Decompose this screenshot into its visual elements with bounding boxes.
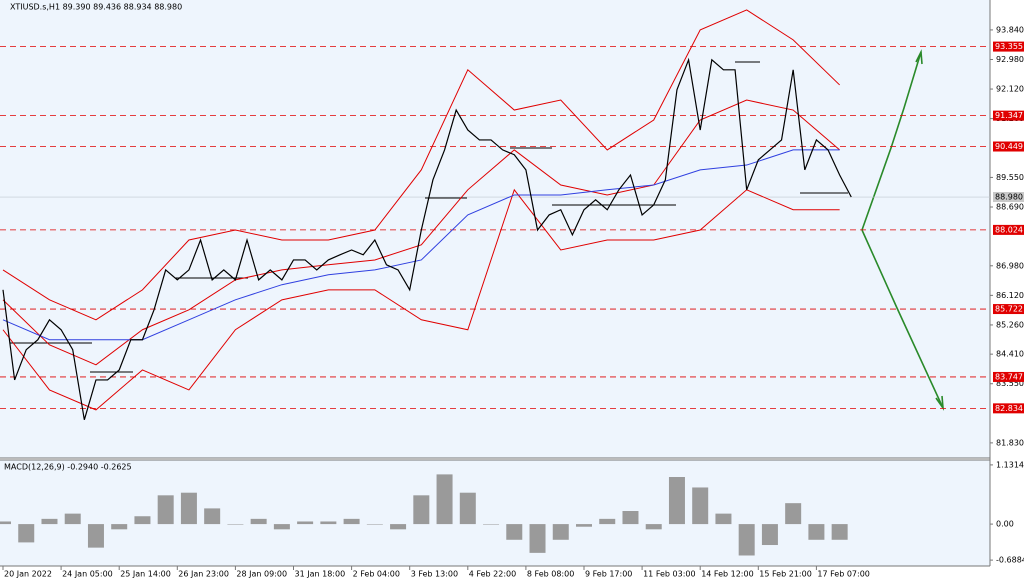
level-label: 91.347 bbox=[995, 111, 1023, 120]
macd-bar bbox=[390, 524, 407, 530]
x-tick-label: 24 Jan 05:00 bbox=[62, 570, 113, 579]
level-label-box bbox=[993, 224, 1024, 235]
macd-bar bbox=[459, 492, 476, 525]
level-label-box bbox=[993, 141, 1024, 152]
macd-bar bbox=[180, 492, 197, 525]
arrowhead bbox=[915, 49, 923, 65]
macd-bar bbox=[87, 524, 104, 548]
macd-bar bbox=[645, 524, 662, 530]
x-tick-label: 25 Jan 14:00 bbox=[120, 570, 171, 579]
y-tick-label: 86.980 bbox=[996, 261, 1024, 270]
x-tick-label: 8 Feb 08:00 bbox=[527, 570, 574, 579]
macd-bar bbox=[808, 524, 825, 540]
macd-bar bbox=[366, 524, 383, 525]
y-tick-label: 92.120 bbox=[996, 85, 1024, 94]
y-tick-label: 81.830 bbox=[996, 438, 1024, 447]
x-tick-label: 2 Feb 04:00 bbox=[353, 570, 400, 579]
macd-bar bbox=[413, 495, 430, 525]
macd-bar bbox=[483, 524, 500, 525]
macd-bar bbox=[250, 518, 267, 525]
macd-bar bbox=[506, 524, 523, 540]
macd-bar bbox=[831, 524, 848, 540]
y-tick-label: 89.550 bbox=[996, 173, 1024, 182]
macd-bar bbox=[785, 503, 802, 525]
macd-bar bbox=[552, 524, 569, 540]
macd-bar bbox=[668, 477, 685, 525]
macd-bar bbox=[297, 521, 314, 525]
macd-bar bbox=[18, 524, 35, 543]
level-label-box bbox=[993, 304, 1024, 315]
forecast-arrows bbox=[861, 49, 945, 411]
level-label: 85.722 bbox=[995, 305, 1023, 314]
x-tick-label: 28 Jan 09:00 bbox=[236, 570, 287, 579]
y-tick-label: 84.410 bbox=[996, 350, 1024, 359]
macd-bar bbox=[436, 474, 453, 525]
level-label-box bbox=[993, 371, 1024, 382]
x-tick-label: 15 Feb 21:00 bbox=[759, 570, 811, 579]
macd-tick-label: -0.6884 bbox=[996, 556, 1024, 565]
level-label-box bbox=[993, 110, 1024, 121]
level-label-box bbox=[993, 403, 1024, 414]
y-tick-label: 85.260 bbox=[996, 320, 1024, 329]
indicator-line bbox=[2, 188, 840, 411]
macd-bar bbox=[0, 521, 11, 525]
macd-title: MACD(12,26,9) -0.2940 -0.2625 bbox=[4, 463, 132, 472]
macd-bar bbox=[738, 524, 755, 556]
trend-segments bbox=[10, 61, 848, 373]
price-line bbox=[2, 57, 852, 421]
x-tick-label: 4 Feb 22:00 bbox=[469, 570, 516, 579]
macd-bar bbox=[576, 524, 592, 527]
x-tick-label: 31 Jan 18:00 bbox=[295, 570, 346, 579]
macd-bar bbox=[41, 518, 58, 525]
level-label: 83.747 bbox=[995, 372, 1023, 381]
macd-bar bbox=[273, 524, 290, 530]
level-label: 93.355 bbox=[995, 42, 1023, 51]
macd-bar bbox=[761, 524, 778, 546]
x-tick-label: 17 Feb 07:00 bbox=[817, 570, 869, 579]
arrow-down bbox=[861, 229, 944, 409]
x-tick-label: 14 Feb 12:00 bbox=[701, 570, 753, 579]
chart-title: XTIUSD.s,H1 89.390 89.436 88.934 88.980 bbox=[10, 3, 182, 12]
macd-bar bbox=[134, 516, 151, 525]
indicator-line bbox=[2, 9, 840, 321]
macd-bar bbox=[692, 487, 709, 525]
macd-bar bbox=[320, 521, 337, 525]
x-tick-label: 9 Feb 17:00 bbox=[585, 570, 632, 579]
level-label-box bbox=[993, 41, 1024, 52]
macd-bar bbox=[622, 511, 639, 525]
x-tick-label: 11 Feb 03:00 bbox=[643, 570, 695, 579]
macd-bar bbox=[529, 524, 546, 553]
macd-bar bbox=[715, 513, 732, 525]
indicator-line bbox=[2, 99, 840, 366]
x-tick-label: 3 Feb 13:00 bbox=[411, 570, 458, 579]
y-tick-label: 92.980 bbox=[996, 55, 1024, 64]
y-tick-label: 93.840 bbox=[996, 25, 1024, 34]
y-tick-label: 86.120 bbox=[996, 291, 1024, 300]
macd-bar bbox=[111, 524, 128, 530]
macd-bar bbox=[599, 518, 616, 525]
current-price-label: 88.980 bbox=[995, 193, 1023, 202]
current-price-box bbox=[993, 192, 1024, 203]
y-tick-label: 88.690 bbox=[996, 202, 1024, 211]
macd-bar bbox=[343, 518, 360, 525]
level-label: 88.024 bbox=[995, 225, 1023, 234]
arrow-up bbox=[861, 51, 922, 231]
level-label: 82.834 bbox=[995, 404, 1023, 413]
x-tick-label: 20 Jan 2022 bbox=[4, 570, 52, 579]
x-tick-label: 26 Jan 23:00 bbox=[178, 570, 229, 579]
macd-bar bbox=[157, 495, 174, 525]
macd-bar bbox=[64, 513, 81, 525]
macd-bar bbox=[204, 508, 221, 525]
macd-tick-label: 0.00 bbox=[996, 520, 1014, 529]
price-panel bbox=[0, 0, 990, 458]
macd-bar bbox=[227, 524, 244, 525]
level-label: 90.449 bbox=[995, 142, 1023, 151]
y-tick-label: 83.550 bbox=[996, 379, 1024, 388]
macd-panel bbox=[0, 460, 990, 566]
macd-tick-label: 1.1314 bbox=[996, 460, 1024, 469]
